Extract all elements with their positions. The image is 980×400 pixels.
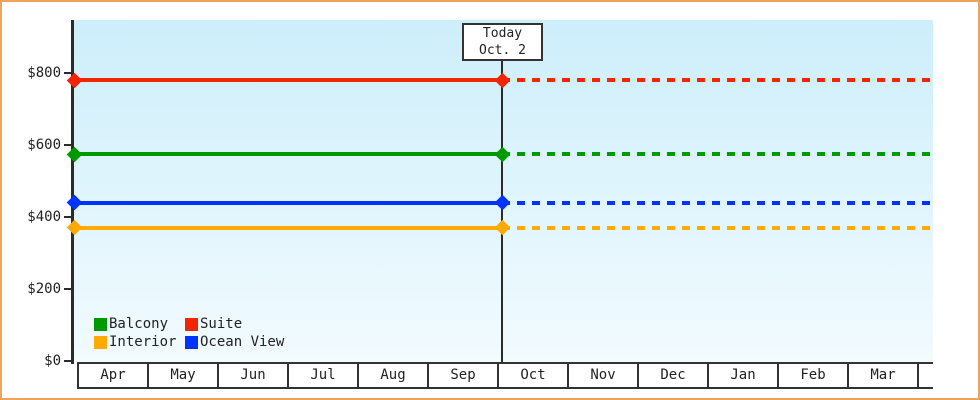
y-tick-label-400: $400 <box>27 209 61 225</box>
interior-legend-swatch <box>94 335 107 349</box>
y-tick-0 <box>64 360 72 362</box>
suite-legend-label: Suite <box>200 316 243 332</box>
interior-legend-label: Interior <box>109 334 177 350</box>
today-vertical-line <box>501 59 503 362</box>
ocean-view-legend-label: Ocean View <box>200 334 285 350</box>
month-cell-jul: Jul <box>289 364 359 387</box>
y-tick-200 <box>64 288 72 290</box>
balcony-legend-swatch <box>94 317 107 331</box>
y-tick-label-600: $600 <box>27 137 61 153</box>
y-tick-label-0: $0 <box>44 353 61 369</box>
legend-item-interior: Interior <box>94 334 176 350</box>
month-cell-may: May <box>149 364 219 387</box>
month-row-filler <box>919 364 933 387</box>
month-cell-feb: Feb <box>779 364 849 387</box>
month-cell-aug: Aug <box>359 364 429 387</box>
suite-line-dotted <box>502 78 933 83</box>
month-cell-jun: Jun <box>219 364 289 387</box>
balcony-line-dotted <box>502 152 933 156</box>
month-cell-apr: Apr <box>79 364 149 387</box>
y-tick-800 <box>64 72 72 74</box>
interior-line-solid <box>74 225 502 230</box>
interior-line-dotted <box>502 225 933 230</box>
suite-legend-swatch <box>185 317 198 331</box>
month-cell-sep: Sep <box>429 364 499 387</box>
month-cell-oct: Oct <box>499 364 569 387</box>
today-label-line1: Today <box>482 26 523 41</box>
plot-area <box>74 20 933 362</box>
balcony-legend-label: Balcony <box>109 316 169 332</box>
legend-item-suite: Suite <box>185 316 242 332</box>
month-cell-dec: Dec <box>639 364 709 387</box>
month-cell-mar: Mar <box>849 364 919 387</box>
today-label-box: Today Oct. 2 <box>462 23 543 61</box>
ocean-view-legend-swatch <box>185 335 198 349</box>
ocean-view-line-dotted <box>502 200 933 205</box>
month-cell-jan: Jan <box>709 364 779 387</box>
y-tick-600 <box>64 144 72 146</box>
month-cell-nov: Nov <box>569 364 639 387</box>
y-tick-400 <box>64 216 72 218</box>
balcony-line-solid <box>74 152 502 156</box>
legend-item-balcony: Balcony <box>94 316 168 332</box>
suite-line-solid <box>74 78 502 83</box>
y-tick-label-800: $800 <box>27 65 61 81</box>
x-axis-month-row: Apr May Jun Jul Aug Sep Oct Nov Dec Jan … <box>77 362 933 389</box>
ocean-view-line-solid <box>74 200 502 205</box>
y-axis-line <box>71 20 74 364</box>
today-label-line2: Oct. 2 <box>479 43 526 58</box>
legend-item-ocean-view: Ocean View <box>185 334 284 350</box>
y-tick-label-200: $200 <box>27 281 61 297</box>
